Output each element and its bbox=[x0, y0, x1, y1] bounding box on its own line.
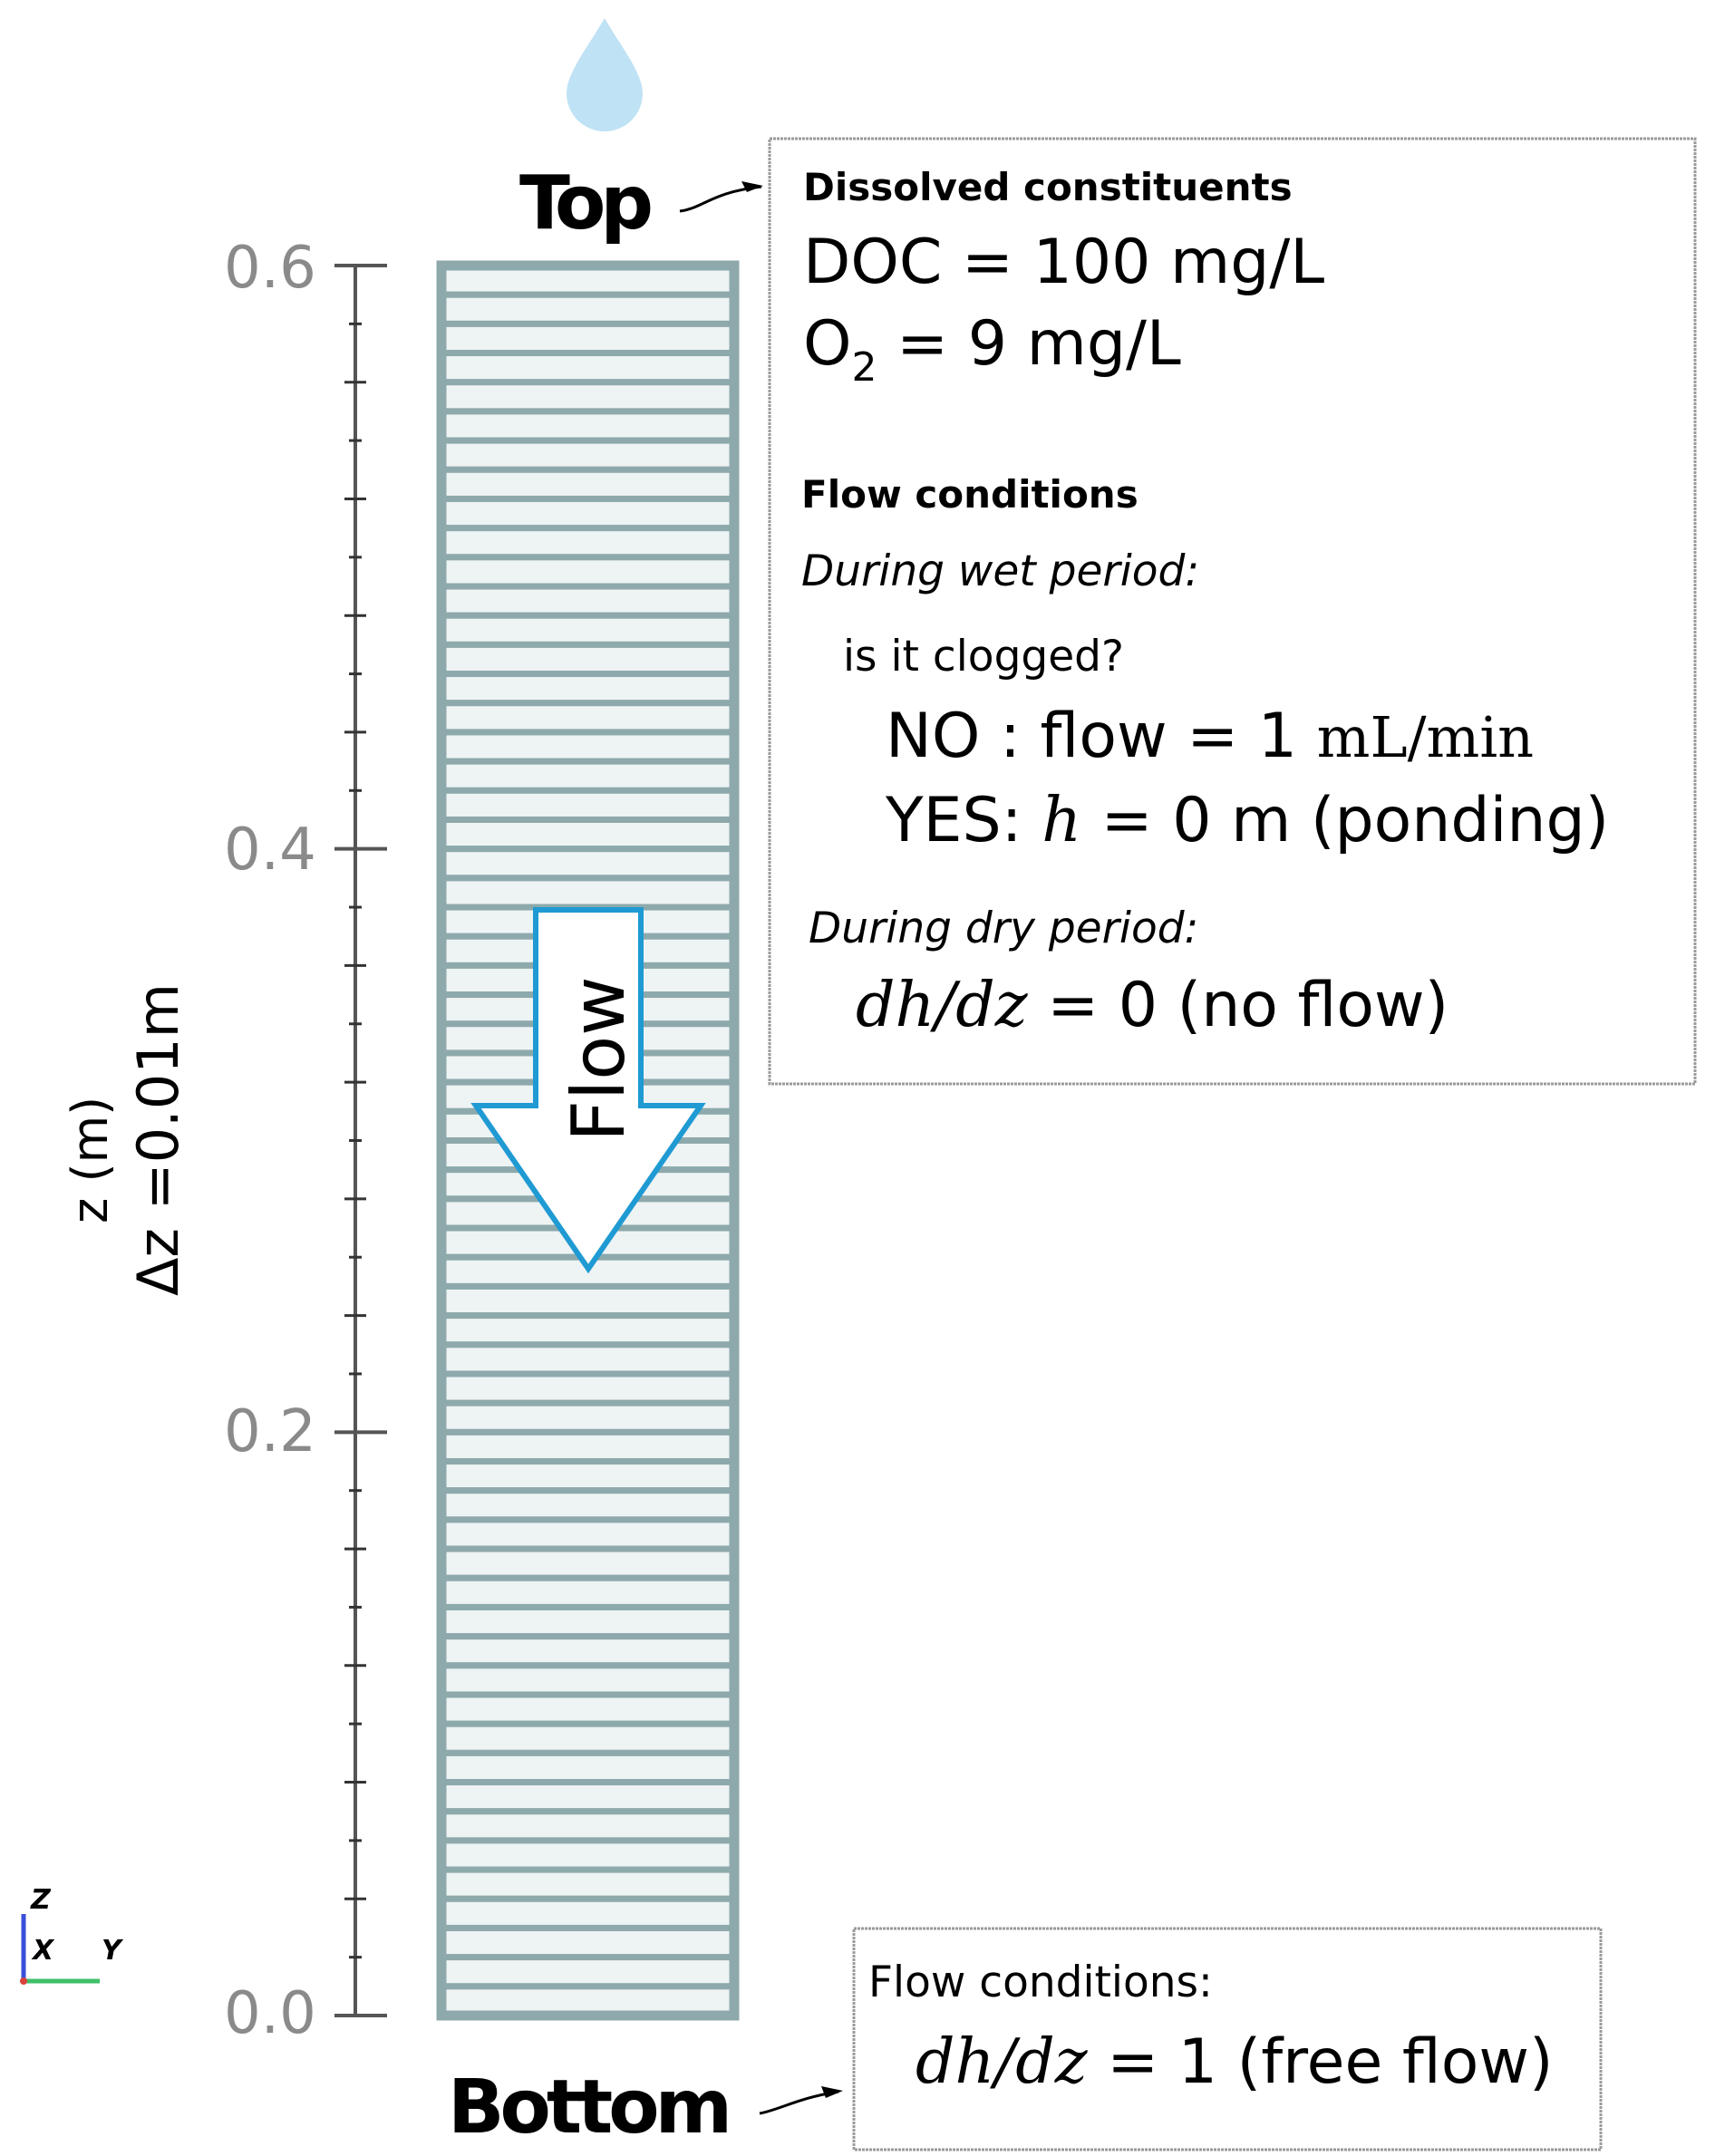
mesh-cell bbox=[438, 846, 738, 882]
bottom-flow-heading: Flow conditions: bbox=[868, 1958, 1213, 2007]
flow-arrow-label: Flow bbox=[557, 976, 641, 1142]
mesh-cell bbox=[438, 1749, 738, 1786]
tick-label-0.4: 0.4 bbox=[224, 817, 316, 884]
mesh-cell bbox=[438, 379, 738, 415]
dry-condition-text: = 0 (no flow) bbox=[1028, 970, 1449, 1041]
mesh-cell bbox=[438, 1866, 738, 1902]
z-axis bbox=[334, 264, 387, 2017]
mesh-cell bbox=[438, 466, 738, 502]
mesh-cell bbox=[438, 320, 738, 357]
bottom-pointer-arrowhead bbox=[821, 2086, 843, 2098]
mesh-cell bbox=[438, 1545, 738, 1581]
mesh-cell bbox=[438, 1691, 738, 1727]
wet-period-heading: During wet period: bbox=[801, 546, 1199, 596]
mesh-cell bbox=[438, 875, 738, 911]
mesh-cell bbox=[438, 1312, 738, 1349]
bottom-conditions-box bbox=[852, 1927, 1603, 2151]
mesh-cell bbox=[438, 1458, 738, 1494]
o2-line: O2 = 9 mg/L bbox=[803, 308, 1181, 391]
yes-condition: YES: h = 0 m (ponding) bbox=[885, 785, 1609, 856]
dissolved-heading: Dissolved constituents bbox=[803, 165, 1293, 209]
mesh-cell bbox=[438, 291, 738, 327]
flow-conditions-heading: Flow conditions bbox=[801, 472, 1138, 517]
bottom-flow-condition: dh/dz = 1 (free flow) bbox=[916, 2026, 1553, 2098]
mesh-cell bbox=[438, 1341, 738, 1378]
mesh-cell bbox=[438, 1603, 738, 1640]
mesh-cell bbox=[438, 1574, 738, 1610]
mesh-cell bbox=[438, 437, 738, 473]
mesh-cell bbox=[438, 641, 738, 678]
tick-label-0.0: 0.0 bbox=[224, 1980, 316, 2047]
mesh-cell bbox=[438, 816, 738, 853]
axis-label: z (m) bbox=[62, 1097, 119, 1223]
clogged-question: is it clogged? bbox=[843, 632, 1124, 682]
water-drop-icon bbox=[567, 18, 643, 131]
no-condition-text: NO : flow = 1 bbox=[886, 701, 1317, 772]
mesh-cell bbox=[438, 1428, 738, 1465]
top-pointer-arrowhead bbox=[741, 181, 763, 192]
o2-subscript: 2 bbox=[852, 344, 877, 391]
orientation-x-label: X bbox=[31, 1935, 55, 1967]
o2-symbol: O bbox=[803, 308, 852, 380]
column-outline bbox=[436, 260, 740, 2021]
mesh-cell bbox=[438, 1720, 738, 1756]
yes-condition-var: h bbox=[1042, 785, 1081, 856]
mesh-cell bbox=[438, 525, 738, 561]
bottom-flow-var: dh/dz bbox=[916, 2026, 1089, 2098]
no-condition-unit: mL/min bbox=[1317, 704, 1534, 770]
mesh-cell bbox=[438, 729, 738, 765]
mesh-cell bbox=[438, 758, 738, 794]
orientation-axes-icon bbox=[20, 1914, 100, 1985]
orientation-z-label: Z bbox=[30, 1884, 52, 1916]
orientation-y-label: Y bbox=[102, 1935, 124, 1967]
mesh-cell bbox=[438, 1895, 738, 1931]
mesh-cell bbox=[438, 1662, 738, 1698]
mesh-cell bbox=[438, 350, 738, 386]
dry-condition-var: dh/dz bbox=[856, 970, 1029, 1041]
doc-line: DOC = 100 mg/L bbox=[803, 227, 1324, 298]
mesh-cell bbox=[438, 1516, 738, 1552]
yes-condition-text: = 0 m (ponding) bbox=[1081, 785, 1609, 856]
tick-label-0.2: 0.2 bbox=[224, 1398, 316, 1465]
mesh-cell bbox=[438, 612, 738, 648]
dry-period-heading: During dry period: bbox=[809, 904, 1198, 953]
mesh-cell bbox=[438, 1282, 738, 1320]
mesh-cell bbox=[438, 1779, 738, 1815]
mesh-cell bbox=[438, 671, 738, 707]
mesh-cell bbox=[438, 1924, 738, 1961]
dry-condition: dh/dz = 0 (no flow) bbox=[856, 970, 1449, 1041]
bottom-label: Bottom bbox=[448, 2064, 728, 2151]
mesh-cell bbox=[438, 554, 738, 590]
mesh-cell bbox=[438, 408, 738, 444]
mesh-cell bbox=[438, 1954, 738, 1990]
mesh-cell bbox=[438, 1370, 738, 1407]
bottom-flow-text: = 1 (free flow) bbox=[1088, 2026, 1554, 2098]
mesh-cell bbox=[438, 495, 738, 532]
mesh-cell bbox=[438, 583, 738, 619]
spacing-label: Δz =0.01m bbox=[125, 983, 191, 1296]
no-condition: NO : flow = 1 mL/min bbox=[886, 701, 1534, 772]
flow-arrow-icon bbox=[470, 907, 706, 1274]
o2-value: = 9 mg/L bbox=[877, 308, 1181, 380]
tick-label-0.6: 0.6 bbox=[224, 235, 316, 302]
mesh-cell bbox=[438, 1633, 738, 1669]
top-label: Top bbox=[519, 160, 651, 247]
mesh-cell bbox=[438, 1837, 738, 1873]
mesh-cell bbox=[438, 1399, 738, 1436]
yes-condition-prefix: YES: bbox=[885, 785, 1042, 856]
mesh-cell bbox=[438, 700, 738, 736]
top-conditions-box bbox=[768, 137, 1697, 1086]
mesh-cell bbox=[438, 1487, 738, 1523]
mesh-cell bbox=[438, 1808, 738, 1844]
mesh-cell bbox=[438, 787, 738, 823]
